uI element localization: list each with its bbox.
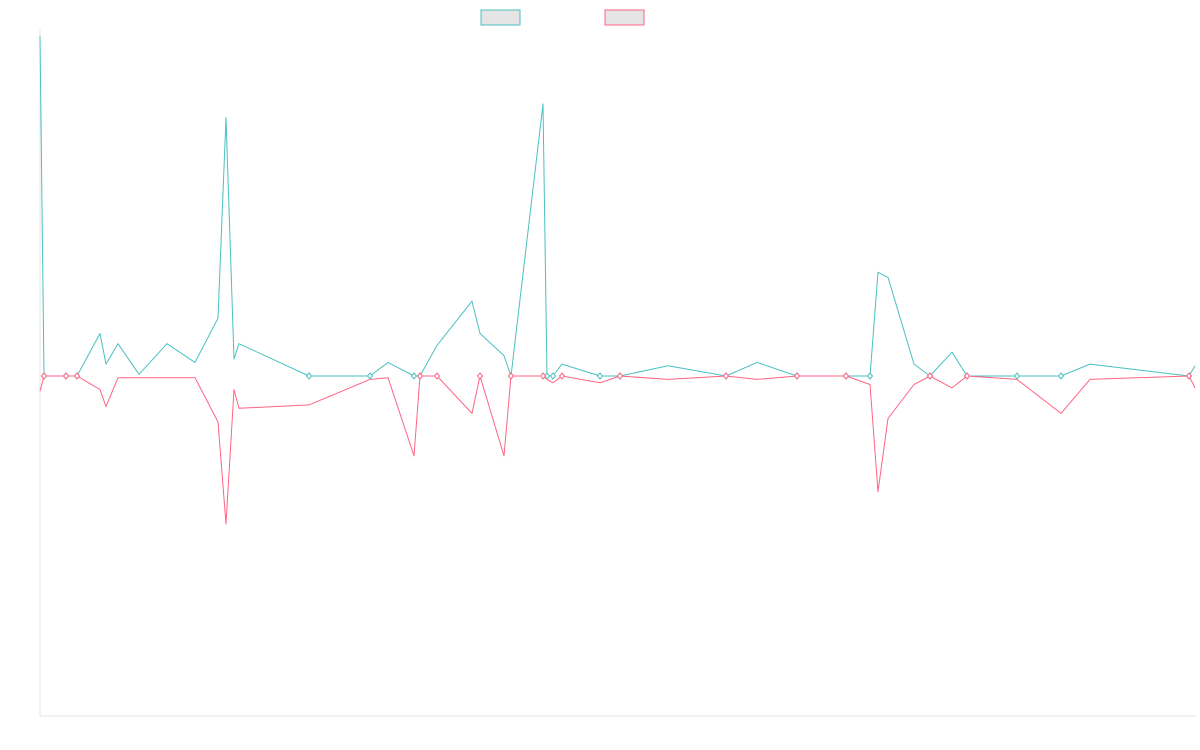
series-2-point[interactable] bbox=[507, 372, 515, 380]
series-2-point[interactable] bbox=[1185, 372, 1193, 380]
series-2-point[interactable] bbox=[40, 372, 48, 380]
series-2-point[interactable] bbox=[558, 372, 566, 380]
legend-swatch-series-2[interactable] bbox=[604, 9, 645, 26]
series-1-line[interactable] bbox=[39, 35, 1196, 377]
series-2-point[interactable] bbox=[926, 372, 934, 380]
plot-area bbox=[39, 35, 1196, 525]
series-1-point[interactable] bbox=[543, 372, 551, 380]
series-1-point[interactable] bbox=[1013, 372, 1021, 380]
legend-swatch-series-1[interactable] bbox=[480, 9, 521, 26]
series-2-point[interactable] bbox=[842, 372, 850, 380]
series-1-point[interactable] bbox=[305, 372, 313, 380]
series-1-point[interactable] bbox=[1057, 372, 1065, 380]
series-2-point[interactable] bbox=[416, 372, 424, 380]
series-2-point[interactable] bbox=[793, 372, 801, 380]
series-2-line[interactable] bbox=[39, 375, 1196, 525]
series-2-point[interactable] bbox=[73, 372, 81, 380]
series-2-point[interactable] bbox=[433, 372, 441, 380]
series-1-point[interactable] bbox=[549, 372, 557, 380]
series-2-point[interactable] bbox=[722, 372, 730, 380]
series-2-point[interactable] bbox=[62, 372, 70, 380]
series-2-point[interactable] bbox=[476, 372, 484, 380]
legend bbox=[480, 9, 645, 26]
series-2-point[interactable] bbox=[616, 372, 624, 380]
series-2-point[interactable] bbox=[963, 372, 971, 380]
series-1-point[interactable] bbox=[866, 372, 874, 380]
series-1-point[interactable] bbox=[410, 372, 418, 380]
series-1-point[interactable] bbox=[596, 372, 604, 380]
series-1-point[interactable] bbox=[366, 372, 374, 380]
series-2-point[interactable] bbox=[539, 372, 547, 380]
